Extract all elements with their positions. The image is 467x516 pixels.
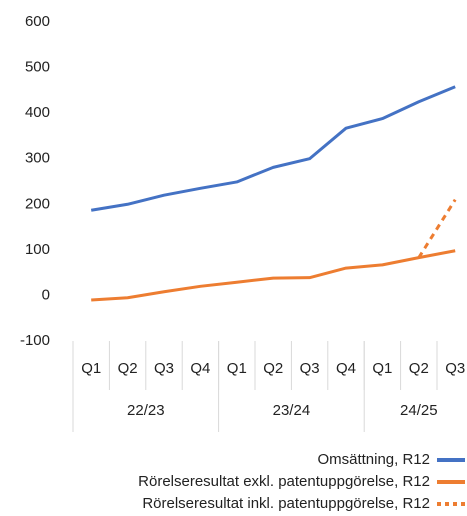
x-tick-label: Q2 [118, 360, 138, 377]
x-tick-label: Q4 [190, 360, 210, 377]
series-line [417, 198, 457, 259]
group-label: 22/23 [127, 402, 165, 419]
legend-label: Omsättning, R12 [317, 451, 430, 468]
x-tick-label: Q1 [372, 360, 392, 377]
x-tick-label: Q2 [409, 360, 429, 377]
y-tick-label: 100 [25, 241, 50, 258]
y-tick-label: 400 [25, 104, 50, 121]
legend-label: Rörelseresultat exkl. patentuppgörelse, … [138, 473, 430, 490]
x-tick-label: Q1 [227, 360, 247, 377]
group-label: 24/25 [400, 402, 438, 419]
x-tick-label: Q3 [300, 360, 320, 377]
x-tick-label: Q2 [263, 360, 283, 377]
y-tick-label: 500 [25, 59, 50, 76]
y-tick-label: 300 [25, 150, 50, 167]
y-tick-label: -100 [20, 332, 50, 349]
x-tick-label: Q1 [81, 360, 101, 377]
y-tick-label: 0 [42, 286, 50, 303]
legend-label: Rörelseresultat inkl. patentuppgörelse, … [142, 495, 430, 512]
x-tick-label: Q3 [154, 360, 174, 377]
x-tick-label: Q4 [336, 360, 356, 377]
x-tick-label: Q3 [445, 360, 465, 377]
y-tick-label: 600 [25, 13, 50, 30]
series-line [90, 85, 456, 212]
y-tick-label: 200 [25, 195, 50, 212]
series-line [91, 249, 456, 302]
group-label: 23/24 [273, 402, 311, 419]
